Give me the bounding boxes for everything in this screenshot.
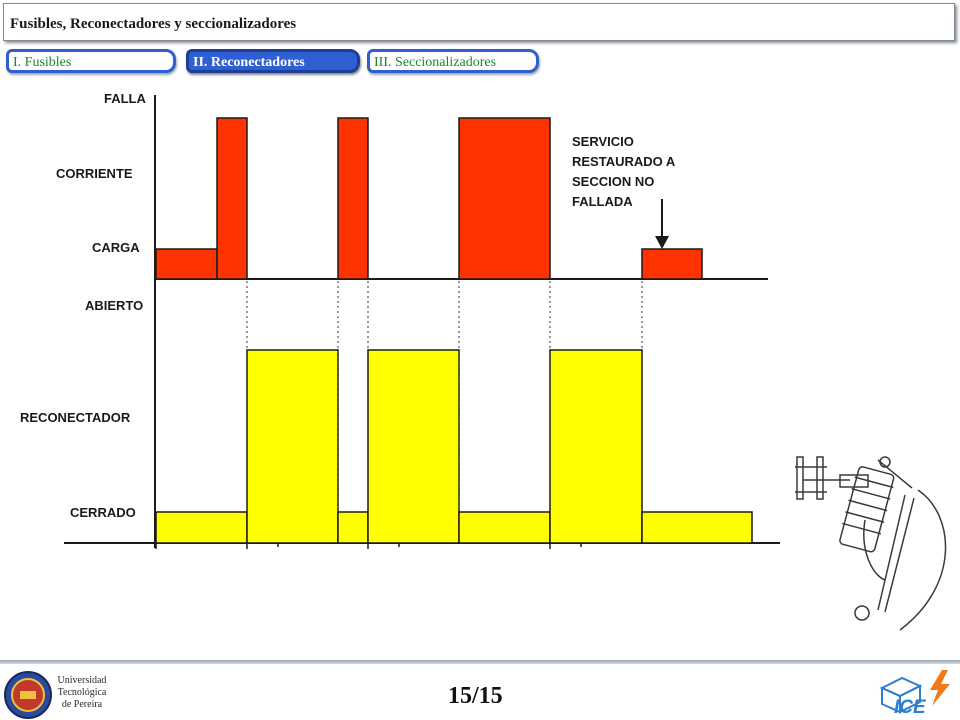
annotation-line: SECCION NO xyxy=(572,174,655,189)
annotation-line: RESTAURADO A xyxy=(572,154,676,169)
current-block-fault xyxy=(337,117,369,280)
time-ticks xyxy=(155,543,582,549)
recloser-block-open xyxy=(246,349,339,544)
annotation-line: FALLADA xyxy=(572,194,633,209)
tab-fusibles[interactable]: I. Fusibles xyxy=(6,49,176,73)
page-number: 15/15 xyxy=(448,683,503,709)
tab-seccionalizadores[interactable]: III. Seccionalizadores xyxy=(367,49,539,73)
label-corriente: CORRIENTE xyxy=(56,166,133,181)
tab-reconectadores-label: II. Reconectadores xyxy=(193,55,305,70)
annotation-line: SERVICIO xyxy=(572,134,634,149)
label-falla: FALLA xyxy=(104,91,146,106)
tab-reconectadores[interactable]: II. Reconectadores xyxy=(186,49,360,73)
label-cerrado: CERRADO xyxy=(70,505,136,520)
time-reference-lines xyxy=(246,281,643,512)
ice-logo-icon xyxy=(879,670,950,714)
tab-seccionalizadores-label: III. Seccionalizadores xyxy=(374,55,497,70)
footer-divider xyxy=(0,660,960,664)
label-reconectador: RECONECTADOR xyxy=(20,410,131,425)
arrow-icon xyxy=(655,199,669,249)
university-line: de Pereira xyxy=(61,699,103,710)
recloser-block-closed xyxy=(155,511,248,544)
recloser-drawing-icon xyxy=(795,456,947,631)
recloser-block-closed xyxy=(458,511,551,544)
current-block-load xyxy=(155,248,218,280)
title-bar: Fusibles, Reconectadores y seccionalizad… xyxy=(3,3,955,41)
current-block-fault xyxy=(458,117,551,280)
ice-logo-text: ICE xyxy=(894,697,926,718)
university-name: Universidad Tecnológica de Pereira xyxy=(53,675,111,711)
recloser-block-open xyxy=(367,349,460,544)
recloser-block-open xyxy=(549,349,643,544)
recloser-block-closed xyxy=(337,511,369,544)
label-abierto: ABIERTO xyxy=(85,298,144,313)
annotation-text: SERVICIO RESTAURADO A SECCION NO FALLADA xyxy=(572,132,675,212)
current-block-fault xyxy=(216,117,248,280)
university-line: Universidad xyxy=(57,675,107,686)
tab-fusibles-label: I. Fusibles xyxy=(13,55,72,70)
university-line: Tecnológica xyxy=(57,687,107,698)
page-title: Fusibles, Reconectadores y seccionalizad… xyxy=(10,16,297,32)
label-carga: CARGA xyxy=(92,240,140,255)
university-seal-icon xyxy=(4,671,52,719)
current-block-restored xyxy=(641,248,703,280)
recloser-block-closed xyxy=(641,511,753,544)
